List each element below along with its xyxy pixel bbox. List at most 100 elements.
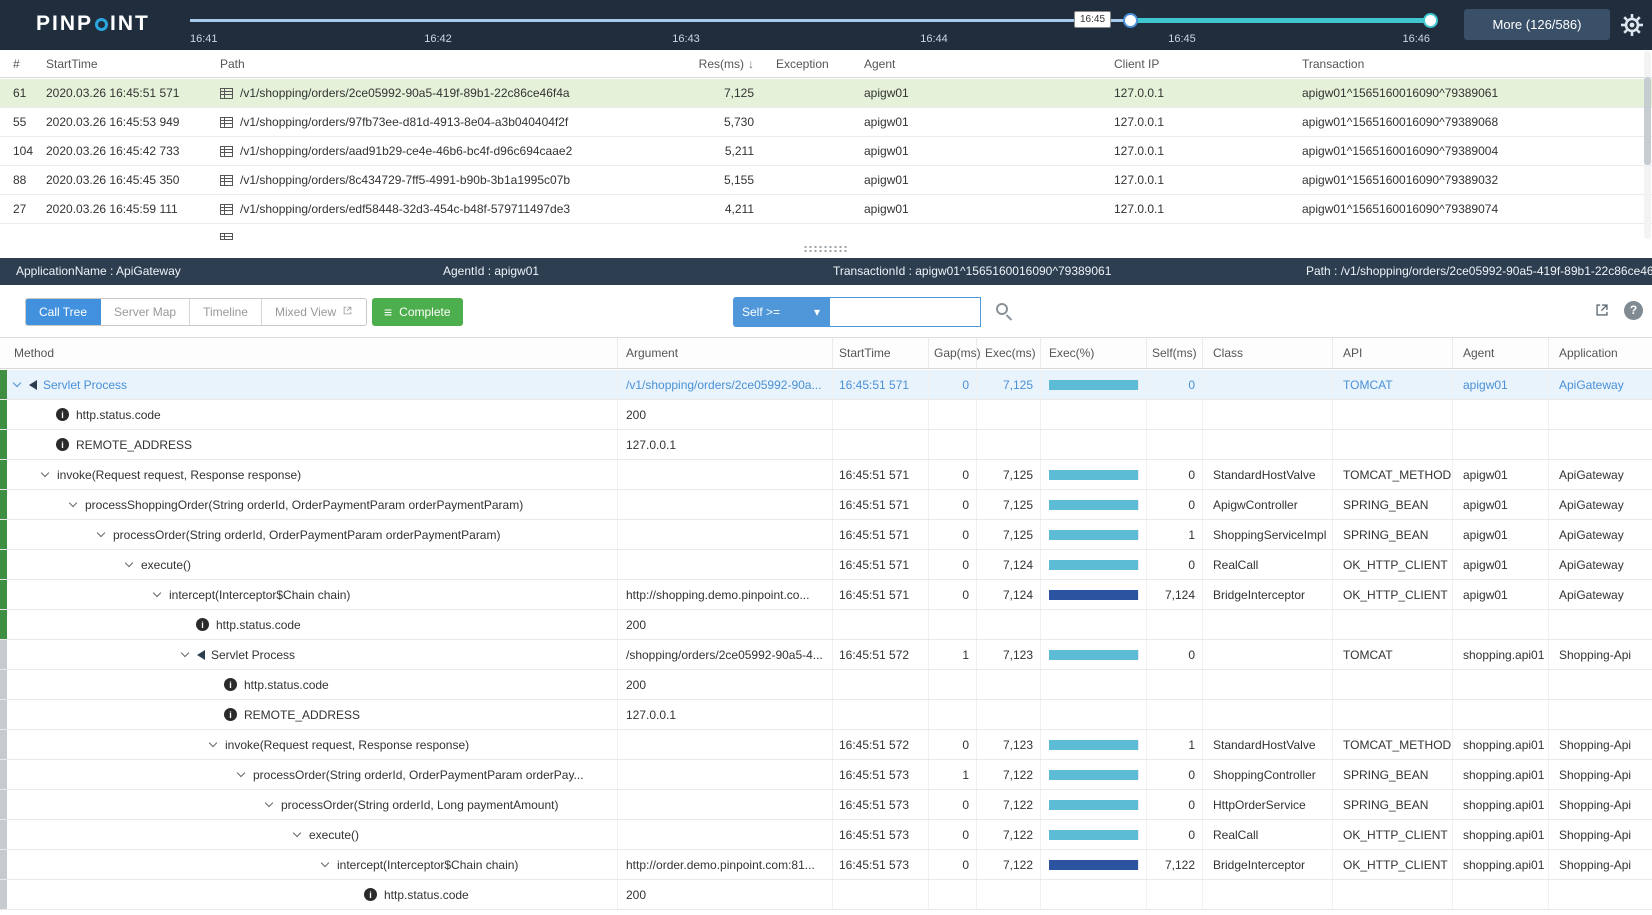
- txn-path[interactable]: /v1/shopping/orders/edf58448-32d3-454c-b…: [212, 202, 690, 216]
- col-path[interactable]: Path: [212, 57, 690, 71]
- txn-path[interactable]: /v1/shopping/orders/aad91b29-ce4e-46b6-b…: [212, 144, 690, 158]
- chevron-down-icon[interactable]: [125, 559, 133, 567]
- col-exec-ms[interactable]: Exec(ms): [976, 338, 1040, 368]
- calltree-row[interactable]: i REMOTE_ADDRESS 127.0.0.1: [0, 430, 1652, 460]
- slider-handle[interactable]: [1123, 13, 1138, 28]
- settings-gear-icon[interactable]: [1620, 13, 1644, 37]
- txn-path[interactable]: /v1/shopping/orders/8c434729-7ff5-4991-b…: [212, 173, 690, 187]
- chevron-down-icon[interactable]: [237, 769, 245, 777]
- col-client-ip[interactable]: Client IP: [1102, 57, 1290, 71]
- col-self-ms[interactable]: Self(ms): [1146, 338, 1202, 368]
- col-starttime[interactable]: StartTime: [38, 57, 212, 71]
- slider-end-handle[interactable]: [1423, 13, 1438, 28]
- chevron-down-icon[interactable]: [69, 499, 77, 507]
- txn-path[interactable]: /v1/shopping/orders/97fb73ee-d81d-4913-8…: [212, 115, 690, 129]
- chevron-down-icon[interactable]: [153, 589, 161, 597]
- transaction-row[interactable]: 27 2020.03.26 16:45:59 111 /v1/shopping/…: [0, 195, 1652, 224]
- transaction-row[interactable]: 88 2020.03.26 16:45:45 350 /v1/shopping/…: [0, 166, 1652, 195]
- chevron-down-icon[interactable]: [293, 829, 301, 837]
- col-api[interactable]: API: [1332, 338, 1452, 368]
- chevron-down-icon[interactable]: [181, 649, 189, 657]
- filter-value-input[interactable]: [829, 297, 981, 327]
- method-cell[interactable]: i intercept(Interceptor$Chain chain): [0, 580, 617, 609]
- tab-timeline[interactable]: Timeline: [190, 299, 262, 325]
- help-icon[interactable]: ?: [1624, 301, 1643, 320]
- col-application[interactable]: Application: [1548, 338, 1652, 368]
- chevron-down-icon[interactable]: [209, 739, 217, 747]
- chevron-down-icon[interactable]: [265, 799, 273, 807]
- col-transaction[interactable]: Transaction: [1290, 57, 1652, 71]
- calltree-row[interactable]: i http.status.code 200: [0, 880, 1652, 910]
- txn-path[interactable]: /v1/shopping/orders/2ce05992-90a5-419f-8…: [212, 86, 690, 100]
- col-agent[interactable]: Agent: [1452, 338, 1548, 368]
- more-transactions-button[interactable]: More (126/586): [1464, 9, 1610, 40]
- slider-track[interactable]: [190, 19, 1130, 22]
- sort-desc-icon[interactable]: ↓: [748, 57, 754, 71]
- method-cell[interactable]: i intercept(Interceptor$Chain chain): [0, 850, 617, 879]
- transaction-row[interactable]: 55 2020.03.26 16:45:53 949 /v1/shopping/…: [0, 108, 1652, 137]
- transaction-scrollbar[interactable]: [1644, 51, 1651, 239]
- col-agent[interactable]: Agent: [852, 57, 1102, 71]
- method-cell[interactable]: i processShoppingOrder(String orderId, O…: [0, 490, 617, 519]
- method-cell[interactable]: i execute(): [0, 550, 617, 579]
- method-cell[interactable]: i invoke(Request request, Response respo…: [0, 460, 617, 489]
- calltree-row[interactable]: i http.status.code 200: [0, 610, 1652, 640]
- calltree-row[interactable]: i processOrder(String orderId, OrderPaym…: [0, 760, 1652, 790]
- col-num[interactable]: #: [0, 57, 38, 71]
- calltree-row[interactable]: i invoke(Request request, Response respo…: [0, 460, 1652, 490]
- calltree-row[interactable]: i REMOTE_ADDRESS 127.0.0.1: [0, 700, 1652, 730]
- calltree-row[interactable]: i processShoppingOrder(String orderId, O…: [0, 490, 1652, 520]
- transaction-row-partial[interactable]: [0, 224, 1652, 240]
- resize-gripper[interactable]: [0, 240, 1652, 258]
- method-cell[interactable]: i Servlet Process: [0, 640, 617, 669]
- method-cell[interactable]: i processOrder(String orderId, Long paym…: [0, 790, 617, 819]
- tab-mixed-view[interactable]: Mixed View: [262, 299, 366, 325]
- chevron-down-icon[interactable]: [97, 529, 105, 537]
- calltree-row[interactable]: i Servlet Process /v1/shopping/orders/2c…: [0, 370, 1652, 400]
- method-cell[interactable]: i http.status.code: [0, 670, 617, 699]
- method-cell[interactable]: i http.status.code: [0, 610, 617, 639]
- calltree-row[interactable]: i execute() 16:45:51 573 0 7,122 0 RealC…: [0, 820, 1652, 850]
- calltree-row[interactable]: i invoke(Request request, Response respo…: [0, 730, 1652, 760]
- filter-type-select[interactable]: Self >= ▾: [733, 297, 829, 327]
- method-cell[interactable]: i http.status.code: [0, 880, 617, 909]
- method-cell[interactable]: i REMOTE_ADDRESS: [0, 430, 617, 459]
- timeline-tick: 16:41: [190, 33, 218, 45]
- method-cell[interactable]: i processOrder(String orderId, OrderPaym…: [0, 520, 617, 549]
- method-cell[interactable]: i processOrder(String orderId, OrderPaym…: [0, 760, 617, 789]
- search-icon[interactable]: [996, 303, 1014, 321]
- method-cell[interactable]: i invoke(Request request, Response respo…: [0, 730, 617, 759]
- chevron-down-icon[interactable]: [13, 379, 21, 387]
- calltree-row[interactable]: i execute() 16:45:51 571 0 7,124 0 RealC…: [0, 550, 1652, 580]
- calltree-row[interactable]: i Servlet Process /shopping/orders/2ce05…: [0, 640, 1652, 670]
- chevron-down-icon[interactable]: [321, 859, 329, 867]
- col-gap-ms[interactable]: Gap(ms): [928, 338, 976, 368]
- open-new-window-icon[interactable]: [1594, 302, 1610, 321]
- calltree-row[interactable]: i http.status.code 200: [0, 670, 1652, 700]
- col-res-ms[interactable]: Res(ms)↓: [690, 57, 760, 71]
- col-argument[interactable]: Argument: [617, 338, 832, 368]
- transaction-row[interactable]: 61 2020.03.26 16:45:51 571 /v1/shopping/…: [0, 79, 1652, 108]
- transaction-row[interactable]: 104 2020.03.26 16:45:42 733 /v1/shopping…: [0, 137, 1652, 166]
- calltree-row[interactable]: i processOrder(String orderId, OrderPaym…: [0, 520, 1652, 550]
- col-starttime[interactable]: StartTime: [832, 338, 928, 368]
- slider-selected-range[interactable]: [1130, 18, 1430, 23]
- time-range-slider[interactable]: 16:45 16:41 16:42 16:43 16:44 16:45 16:4…: [190, 0, 1430, 50]
- calltree-row[interactable]: i intercept(Interceptor$Chain chain) htt…: [0, 850, 1652, 880]
- col-class[interactable]: Class: [1202, 338, 1332, 368]
- tab-call-tree[interactable]: Call Tree: [26, 299, 101, 325]
- chevron-down-icon[interactable]: [41, 469, 49, 477]
- col-exec-pct[interactable]: Exec(%): [1040, 338, 1146, 368]
- tab-server-map[interactable]: Server Map: [101, 299, 190, 325]
- calltree-row[interactable]: i intercept(Interceptor$Chain chain) htt…: [0, 580, 1652, 610]
- method-cell[interactable]: i execute(): [0, 820, 617, 849]
- method-cell[interactable]: i REMOTE_ADDRESS: [0, 700, 617, 729]
- method-cell[interactable]: i http.status.code: [0, 400, 617, 429]
- complete-button[interactable]: ≡ Complete: [372, 298, 463, 326]
- calltree-row[interactable]: i processOrder(String orderId, Long paym…: [0, 790, 1652, 820]
- scrollbar-thumb[interactable]: [1644, 77, 1651, 165]
- col-exception[interactable]: Exception: [760, 57, 852, 71]
- calltree-row[interactable]: i http.status.code 200: [0, 400, 1652, 430]
- method-cell[interactable]: i Servlet Process: [0, 370, 617, 399]
- col-method[interactable]: Method: [0, 338, 617, 368]
